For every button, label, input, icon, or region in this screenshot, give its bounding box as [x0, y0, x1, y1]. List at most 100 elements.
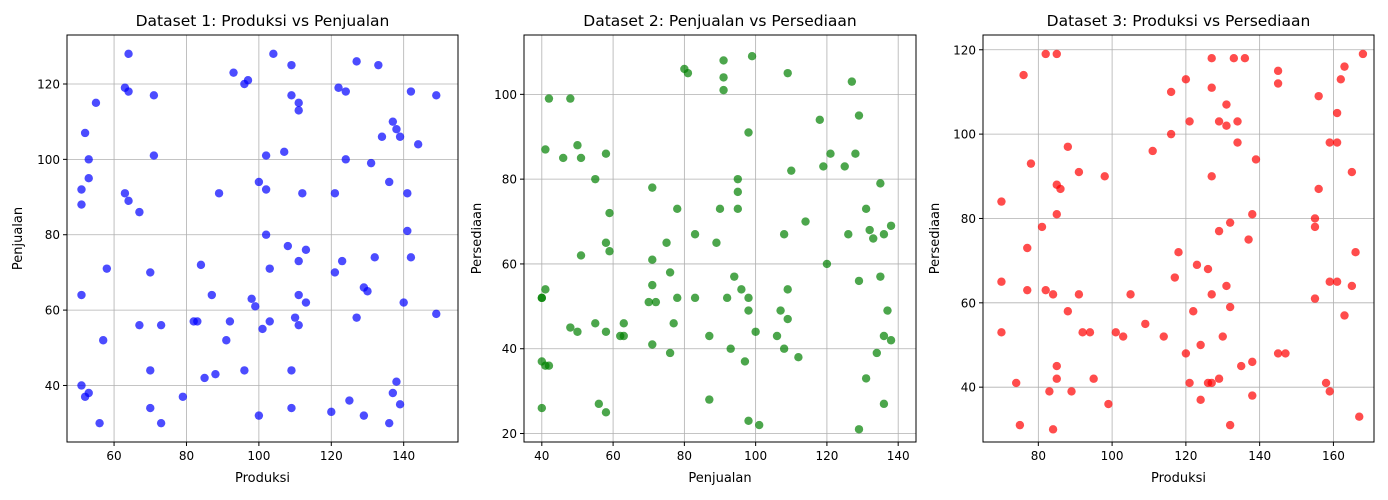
y-tick-label: 60 — [502, 257, 517, 271]
data-point — [265, 264, 274, 273]
x-tick-label: 60 — [605, 449, 620, 463]
data-point — [352, 313, 361, 322]
data-point — [1248, 391, 1257, 400]
data-point — [341, 155, 350, 164]
data-point — [385, 177, 394, 187]
scatter-panel-2: Dataset 2: Penjualan vs Persediaan Penju… — [470, 12, 917, 486]
data-point — [1273, 66, 1283, 76]
data-point — [861, 204, 871, 214]
data-point — [779, 344, 789, 353]
data-point — [1052, 210, 1061, 219]
chart-title: Dataset 3: Produksi vs Persediaan — [1047, 12, 1311, 30]
data-point — [1229, 53, 1239, 63]
data-point — [1244, 235, 1253, 244]
data-point — [1203, 264, 1213, 274]
data-point — [1207, 290, 1216, 299]
data-point — [601, 149, 611, 158]
data-point — [537, 403, 547, 413]
data-point — [432, 91, 441, 100]
data-point — [997, 277, 1006, 286]
data-point — [156, 320, 166, 330]
data-point — [541, 285, 550, 294]
data-point — [413, 140, 423, 149]
data-point — [619, 319, 628, 328]
data-point — [1240, 53, 1250, 63]
data-point — [1023, 285, 1032, 295]
data-point — [1310, 294, 1320, 303]
data-point — [403, 226, 412, 236]
x-tick-label: 120 — [1174, 449, 1197, 463]
data-point — [247, 294, 256, 303]
data-point — [327, 407, 336, 417]
y-tick-label: 100 — [953, 128, 976, 142]
x-tick-label: 140 — [1248, 449, 1271, 463]
data-point — [730, 272, 739, 281]
data-point — [1181, 349, 1191, 358]
y-tick-label: 100 — [37, 153, 60, 167]
chart-title: Dataset 1: Produksi vs Penjualan — [136, 12, 390, 30]
data-point — [544, 94, 554, 103]
data-point — [1222, 121, 1231, 130]
scatter-panel-1: Dataset 1: Produksi vs Penjualan Produks… — [11, 12, 459, 486]
data-point — [566, 323, 575, 332]
x-tick-label: 60 — [106, 449, 121, 463]
data-point — [566, 94, 575, 103]
data-point — [1248, 357, 1257, 367]
data-point — [1174, 248, 1183, 257]
data-point — [77, 381, 86, 390]
scatter-panel-3: Dataset 3: Produksi vs Persediaan Produk… — [928, 12, 1375, 486]
data-point — [388, 388, 398, 398]
data-point — [997, 197, 1006, 206]
data-point — [392, 377, 401, 386]
data-point — [366, 158, 376, 168]
data-point — [370, 253, 379, 262]
y-tick-label: 20 — [502, 427, 517, 441]
data-point — [1063, 307, 1073, 316]
data-point — [258, 324, 267, 334]
data-point — [1159, 332, 1168, 341]
data-point — [1251, 155, 1261, 164]
data-point — [287, 366, 296, 375]
data-point — [783, 68, 792, 78]
data-point — [879, 230, 889, 239]
data-point — [651, 297, 661, 307]
data-point — [1325, 138, 1334, 147]
data-point — [294, 98, 303, 108]
x-tick-label: 140 — [887, 449, 910, 463]
data-point — [1214, 374, 1224, 383]
plot-frame — [982, 34, 1375, 443]
data-point — [1248, 210, 1257, 219]
data-point — [705, 331, 714, 341]
data-point — [779, 230, 789, 239]
data-point — [1041, 285, 1050, 295]
data-point — [1052, 49, 1061, 59]
data-point — [363, 287, 372, 296]
data-point — [1273, 79, 1283, 88]
x-axis-label: Produksi — [1151, 471, 1206, 486]
data-point — [432, 309, 441, 319]
data-point — [576, 251, 586, 260]
data-point — [1281, 349, 1290, 358]
data-point — [124, 196, 133, 206]
data-point — [1207, 172, 1216, 181]
data-point — [254, 177, 264, 187]
data-point — [222, 336, 231, 345]
data-point — [1048, 425, 1058, 434]
data-point — [301, 245, 311, 255]
data-point — [1141, 319, 1150, 329]
data-point — [1332, 138, 1342, 147]
data-point — [1170, 273, 1180, 282]
data-point — [712, 238, 721, 247]
x-tick-label: 100 — [1101, 449, 1124, 463]
x-tick-label: 80 — [1031, 449, 1046, 463]
data-point — [673, 204, 682, 214]
data-point — [865, 225, 874, 235]
data-point — [1310, 214, 1320, 223]
data-point — [854, 425, 864, 434]
data-point — [1233, 138, 1242, 147]
data-point — [737, 285, 746, 294]
data-point — [261, 151, 271, 160]
data-point — [254, 411, 264, 420]
data-point — [1100, 172, 1109, 181]
data-point — [537, 293, 547, 303]
